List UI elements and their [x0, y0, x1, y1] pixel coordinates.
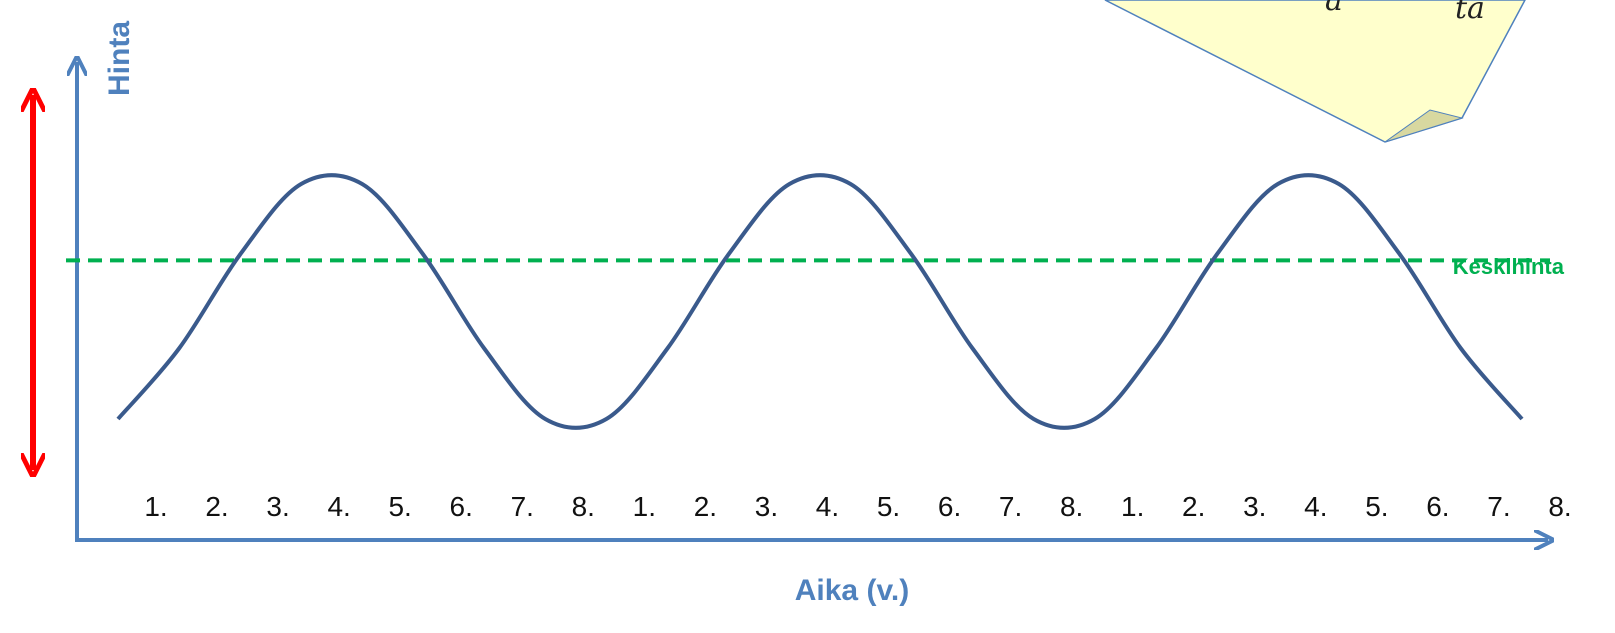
sticky-note-fold [1384, 109, 1464, 143]
x-tick-label: 5. [877, 491, 900, 522]
x-tick-label: 1. [633, 491, 656, 522]
x-tick-label: 7. [1487, 491, 1510, 522]
x-tick-label: 2. [694, 491, 717, 522]
x-tick-label: 8. [572, 491, 595, 522]
x-tick-label: 3. [266, 491, 289, 522]
x-tick-label: 4. [816, 491, 839, 522]
x-tick-label: 8. [1060, 491, 1083, 522]
x-tick-label: 2. [1182, 491, 1205, 522]
x-tick-label: 7. [999, 491, 1022, 522]
price-curve-line [116, 173, 1524, 430]
note-fragment-2: ta [1455, 0, 1485, 26]
x-tick-label: 1. [1121, 491, 1144, 522]
x-tick-label: 3. [1243, 491, 1266, 522]
x-tick-label: 7. [511, 491, 534, 522]
x-tick-label: 4. [1304, 491, 1327, 522]
x-tick-label: 2. [205, 491, 228, 522]
x-tick-label: 5. [388, 491, 411, 522]
note-fragment-1: a [1325, 0, 1343, 18]
x-tick-label: 6. [938, 491, 961, 522]
x-axis-title: Aika (v.) [795, 574, 909, 607]
x-tick-label: 3. [755, 491, 778, 522]
y-axis-title: Hinta [103, 21, 136, 96]
sticky-note-icon: a ta [1104, 0, 1526, 143]
mean-price-label: Keskihinta [1453, 254, 1565, 279]
x-tick-label: 6. [450, 491, 473, 522]
x-tick-label: 5. [1365, 491, 1388, 522]
x-tick-label: 8. [1548, 491, 1571, 522]
x-tick-label: 6. [1426, 491, 1449, 522]
x-tick-label: 4. [327, 491, 350, 522]
x-tick-labels: 1. 2. 3. 4. 5. 6. 7. 8. 1. 2. 3. 4. 5. 6. 7. 8. 1. 2. 3. 4.… [144, 491, 1571, 522]
price-curve-group [116, 173, 1524, 430]
x-tick-label: 1. [144, 491, 167, 522]
